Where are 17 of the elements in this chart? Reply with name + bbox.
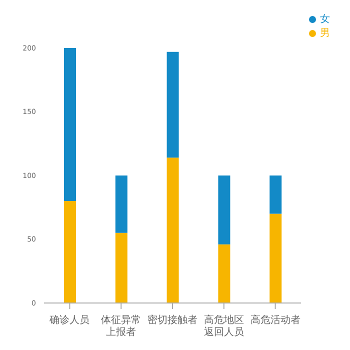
bar [218, 176, 230, 244]
bar [115, 176, 128, 233]
bar [166, 158, 179, 303]
bar [115, 232, 128, 303]
legend-label: 女 [320, 14, 330, 25]
x-tick-label: 高危活动者 [250, 314, 300, 326]
x-tick-label: 体征异常上报者 [101, 314, 142, 338]
bar [64, 201, 76, 303]
x-tick-label: 密切接触者 [148, 314, 198, 326]
bar [270, 176, 282, 214]
bar [166, 52, 179, 158]
legend-label: 男 [320, 28, 330, 39]
x-tick-label: 确诊人员 [48, 314, 90, 326]
bar [218, 244, 230, 303]
bar [270, 214, 282, 303]
x-tick-label: 高危地区返回人员 [204, 314, 244, 338]
bar [64, 48, 76, 201]
